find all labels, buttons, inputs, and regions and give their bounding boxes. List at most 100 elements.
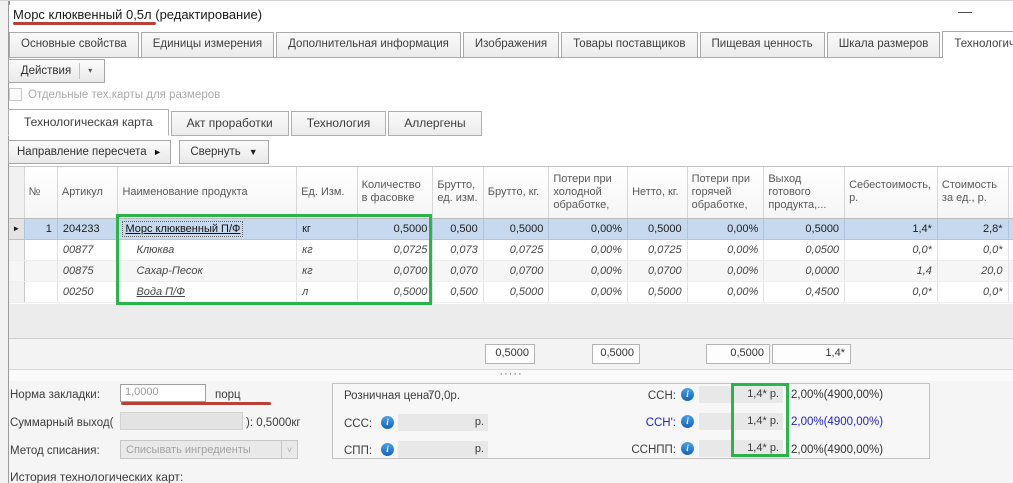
cell-brutto-kg[interactable]: 0,5000 — [483, 281, 550, 303]
splitter-handle[interactable]: ····· — [9, 369, 1013, 381]
cell-brutto-kg[interactable]: 0,5000 — [483, 218, 550, 240]
tab-images[interactable]: Изображения — [462, 32, 560, 57]
cell-cost[interactable]: 0,0* — [844, 281, 938, 303]
column-header[interactable]: Себестоимость, р. — [844, 167, 938, 219]
cell-extra[interactable] — [1008, 218, 1013, 240]
tab-additional-info[interactable]: Дополнительная информация — [276, 32, 461, 57]
tab-technology[interactable]: Технология — [290, 111, 387, 136]
cell-qty[interactable]: 0,0725 — [357, 239, 434, 261]
cell-product-name[interactable]: Клюква — [117, 239, 298, 261]
recalc-direction-button[interactable]: Направление пересчета ► — [8, 140, 171, 164]
cell-unit[interactable]: кг — [296, 260, 358, 282]
column-header[interactable]: Наименование продукта — [117, 167, 298, 219]
column-header[interactable]: Ед. Изм. — [296, 167, 358, 219]
column-header[interactable]: Брутто, кг. — [483, 167, 550, 219]
cell-article[interactable]: 204233 — [57, 218, 119, 240]
table-row[interactable]: 00875 Сахар-Песок кг 0,0700 0,070 0,0700… — [9, 260, 1013, 282]
table-row[interactable]: ► 1 204233 Морс клюквенный П/Ф кг 0,5000… — [9, 218, 1013, 240]
cell-article[interactable]: 00250 — [57, 281, 119, 303]
cell-output[interactable]: 0,4500 — [763, 281, 846, 303]
table-row[interactable]: 00877 Клюква кг 0,0725 0,073 0,0725 0,00… — [9, 239, 1013, 261]
column-header[interactable]: № — [24, 167, 58, 219]
cell-output[interactable]: 0,5000 — [763, 218, 846, 240]
norm-input[interactable]: 1,0000 — [120, 384, 206, 402]
column-header[interactable]: Выход готового продукта,... — [763, 167, 846, 219]
tab-allergens[interactable]: Аллергены — [388, 111, 482, 136]
cell-loss-cold[interactable]: 0,00% — [548, 260, 629, 282]
cell-brutto-unit[interactable]: 0,073 — [432, 239, 484, 261]
cell-qty[interactable]: 0,5000 — [357, 218, 434, 240]
cell-extra[interactable] — [1008, 281, 1013, 303]
cell-loss-hot[interactable]: 0,00% — [687, 218, 765, 240]
cell-loss-hot[interactable]: 0,00% — [687, 281, 765, 303]
cell-brutto-unit[interactable]: 0,500 — [432, 281, 484, 303]
cell-brutto-unit[interactable]: 0,500 — [432, 218, 484, 240]
row-pointer-icon[interactable]: ► — [9, 218, 25, 240]
minimize-icon[interactable]: — — [958, 3, 972, 19]
info-icon[interactable]: i — [681, 442, 694, 455]
cell-brutto-kg[interactable]: 0,0725 — [483, 239, 550, 261]
cell-cost-per-unit[interactable]: 20,0 — [937, 260, 1009, 282]
cell-num[interactable] — [24, 281, 58, 303]
cell-brutto-unit[interactable]: 0,070 — [432, 260, 484, 282]
cell-output[interactable]: 0,0500 — [763, 239, 846, 261]
cell-extra[interactable] — [1008, 239, 1013, 261]
cell-cost-per-unit[interactable]: 2,8* — [937, 218, 1009, 240]
row-selector[interactable] — [9, 281, 25, 303]
info-icon[interactable]: i — [681, 388, 694, 401]
cell-loss-cold[interactable]: 0,00% — [548, 218, 629, 240]
info-icon[interactable]: i — [381, 443, 394, 456]
cell-cost[interactable]: 1,4* — [844, 218, 938, 240]
row-selector[interactable] — [9, 260, 25, 282]
table-row[interactable]: 00250 Вода П/Ф л 0,5000 0,500 0,5000 0,0… — [9, 281, 1013, 303]
tab-supplier-goods[interactable]: Товары поставщиков — [561, 32, 698, 57]
product-link[interactable]: Морс клюквенный П/Ф — [122, 220, 244, 237]
column-header[interactable]: Стоимость за ед., р. — [937, 167, 1009, 219]
column-header[interactable]: Брутто, ед. изм. — [432, 167, 484, 219]
column-header[interactable]: Нетто, кг. — [627, 167, 688, 219]
cell-brutto-kg[interactable]: 0,0700 — [483, 260, 550, 282]
cell-article[interactable]: 00877 — [57, 239, 119, 261]
cell-unit[interactable]: кг — [296, 218, 358, 240]
cell-loss-hot[interactable]: 0,00% — [687, 260, 765, 282]
cell-num[interactable] — [24, 239, 58, 261]
tab-basic-properties[interactable]: Основные свойства — [9, 32, 139, 57]
cell-product-name[interactable]: Сахар-Песок — [117, 260, 298, 282]
cell-cost-per-unit[interactable]: 0,0* — [937, 239, 1009, 261]
cell-product-name[interactable]: Морс клюквенный П/Ф — [117, 218, 298, 240]
tab-size-scale[interactable]: Шкала размеров — [826, 32, 941, 57]
cell-unit[interactable]: кг — [296, 239, 358, 261]
collapse-button[interactable]: Свернуть ▼ — [179, 140, 269, 164]
column-header[interactable]: Потери при горячей обработке, — [687, 167, 765, 219]
cell-netto[interactable]: 0,0725 — [627, 239, 688, 261]
tab-tech-cards[interactable]: Технологические карты — [942, 31, 1013, 58]
cell-qty[interactable]: 0,5000 — [357, 281, 434, 303]
row-selector[interactable] — [9, 239, 25, 261]
actions-button[interactable]: Действия ▾ — [8, 59, 105, 83]
cell-article[interactable]: 00875 — [57, 260, 119, 282]
cell-num[interactable] — [24, 260, 58, 282]
cell-netto[interactable]: 0,0700 — [627, 260, 688, 282]
tab-tech-card[interactable]: Технологическая карта — [8, 109, 169, 136]
cell-num[interactable]: 1 — [24, 218, 58, 240]
cell-unit[interactable]: л — [296, 281, 358, 303]
tab-test-report[interactable]: Акт проработки — [170, 111, 289, 136]
cell-loss-cold[interactable]: 0,00% — [548, 239, 629, 261]
cell-cost-per-unit[interactable]: 0,0* — [937, 281, 1009, 303]
cell-qty[interactable]: 0,0700 — [357, 260, 434, 282]
column-header[interactable]: Потери при холодной обработке, — [548, 167, 629, 219]
tab-units[interactable]: Единицы измерения — [140, 32, 275, 57]
cell-netto[interactable]: 0,5000 — [627, 281, 688, 303]
product-link[interactable]: Вода П/Ф — [136, 285, 185, 298]
column-header[interactable]: Артикул — [57, 167, 119, 219]
cell-loss-hot[interactable]: 0,00% — [687, 239, 765, 261]
cell-output[interactable]: 0,0000 — [763, 260, 846, 282]
column-header[interactable]: Количество в фасовке — [357, 167, 434, 219]
info-icon[interactable]: i — [381, 416, 394, 429]
cell-loss-cold[interactable]: 0,00% — [548, 281, 629, 303]
tab-nutrition[interactable]: Пищевая ценность — [699, 32, 825, 57]
cell-cost[interactable]: 1,4 — [844, 260, 938, 282]
cell-extra[interactable] — [1008, 260, 1013, 282]
separate-cards-checkbox[interactable] — [9, 88, 22, 101]
cell-netto[interactable]: 0,5000 — [627, 218, 688, 240]
